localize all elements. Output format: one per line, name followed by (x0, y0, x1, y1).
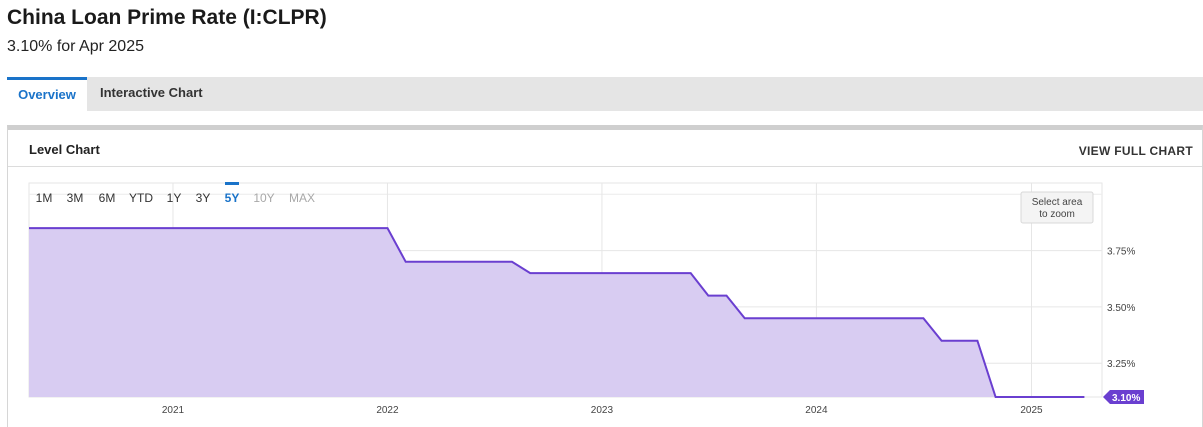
y-tick-label: 3.75% (1107, 247, 1135, 258)
view-full-chart-link[interactable]: VIEW FULL CHART (1078, 144, 1193, 158)
range-button-5y[interactable]: 5Y (225, 191, 240, 205)
zoom-hint-box (1020, 191, 1094, 224)
range-active-indicator (225, 182, 239, 185)
zoom-hint-line2: to zoom (1039, 209, 1075, 220)
x-tick-label: 2022 (376, 405, 399, 416)
x-tick-label: 2021 (162, 405, 185, 416)
range-button-6m[interactable]: 6M (99, 191, 116, 205)
y-tick-label: 3.50% (1107, 303, 1135, 314)
range-button-3m[interactable]: 3M (67, 191, 84, 205)
card-divider (8, 166, 1202, 167)
tab-interactive-chart[interactable]: Interactive Chart (100, 85, 203, 100)
range-button-1y[interactable]: 1Y (167, 191, 182, 205)
page-title: China Loan Prime Rate (I:CLPR) (7, 6, 327, 29)
zoom-hint-line1: Select area (1032, 197, 1083, 208)
last-value-badge (1103, 390, 1144, 404)
series-area (29, 228, 1085, 397)
card-title: Level Chart (29, 142, 100, 157)
page-subtitle: 3.10% for Apr 2025 (7, 38, 144, 55)
y-tick-label: 3.25% (1107, 359, 1135, 370)
x-tick-label: 2023 (591, 405, 614, 416)
range-button-max[interactable]: MAX (289, 191, 315, 205)
range-button-10y[interactable]: 10Y (253, 191, 274, 205)
range-button-3y[interactable]: 3Y (196, 191, 211, 205)
series-line (29, 227, 1085, 398)
range-button-1m[interactable]: 1M (36, 191, 53, 205)
range-button-ytd[interactable]: YTD (129, 191, 153, 205)
tab-bar: Overview Interactive Chart (7, 77, 1203, 111)
last-value-label: 3.10% (1112, 393, 1140, 404)
x-tick-label: 2024 (805, 405, 828, 416)
x-tick-label: 2025 (1020, 405, 1043, 416)
tab-overview[interactable]: Overview (7, 77, 87, 111)
